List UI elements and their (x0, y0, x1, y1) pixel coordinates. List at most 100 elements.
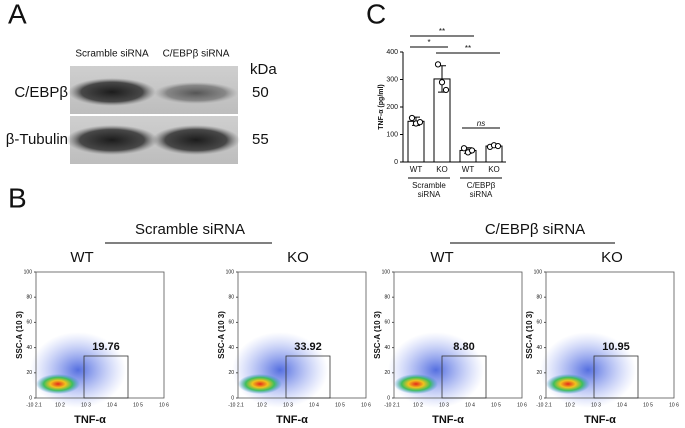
y-tick-label: 20 (228, 370, 234, 376)
y-tick-label: 80 (536, 295, 542, 301)
y-tick-label: 300 (386, 76, 398, 83)
significance-label: ns (477, 119, 485, 128)
x-tick-label: 10 2 (413, 402, 423, 408)
x-axis-label: TNF-α (74, 414, 106, 426)
data-point (416, 119, 424, 126)
y-tick-label: 100 (382, 269, 391, 275)
y-tick-label: 80 (26, 295, 32, 301)
plot-title: WT (70, 249, 93, 266)
y-tick-label: 80 (384, 295, 390, 301)
x-tick-label: -10 2.1 (26, 402, 42, 408)
x-tick-label: 10 4 (617, 402, 627, 408)
y-tick-label: 100 (386, 131, 398, 138)
y-tick-label: 40 (384, 345, 390, 351)
x-tick-label: -10 2.1 (228, 402, 244, 408)
band (152, 125, 240, 155)
x-tick-label: KO (488, 165, 500, 174)
x-tick-label: 10 4 (309, 402, 319, 408)
data-point (434, 61, 442, 68)
panel-label: A (8, 0, 27, 29)
y-axis-label: SSC-A (10 3) (373, 311, 382, 359)
y-tick-label: 200 (386, 104, 398, 111)
row-label: C/EBPβ (14, 84, 68, 101)
data-point (494, 142, 502, 150)
x-tick-label: 10 2 (257, 402, 267, 408)
band (66, 125, 158, 155)
y-tick-label: 100 (226, 269, 235, 275)
y-tick-label: 400 (386, 49, 398, 56)
x-tick-label: 10 5 (133, 402, 143, 408)
x-axis-label: TNF-α (432, 414, 464, 426)
x-tick-label: 10 3 (439, 402, 449, 408)
y-tick-label: 80 (228, 295, 234, 301)
lane-label: C/EBPβ siRNA (163, 49, 230, 60)
y-axis-label: SSC-A (10 3) (217, 311, 226, 359)
significance-label: ** (439, 27, 445, 36)
x-tick-label: 10 6 (159, 402, 169, 408)
y-tick-label: 0 (387, 395, 390, 401)
y-tick-label: 0 (29, 395, 32, 401)
plot-title: KO (287, 249, 309, 266)
x-tick-label: WT (462, 165, 475, 174)
x-axis-label: TNF-α (276, 414, 308, 426)
data-point (408, 114, 416, 122)
group-label: siRNA (470, 190, 493, 199)
x-tick-label: 10 2 (565, 402, 575, 408)
band (154, 82, 238, 104)
significance-label: * (427, 38, 430, 47)
band (68, 78, 156, 106)
data-point (438, 79, 446, 86)
plot-title: WT (430, 249, 453, 266)
y-tick-label: 40 (536, 345, 542, 351)
x-tick-label: 10 4 (465, 402, 475, 408)
y-tick-label: 0 (231, 395, 234, 401)
y-tick-label: 20 (26, 370, 32, 376)
x-tick-label: 10 5 (643, 402, 653, 408)
gate (285, 355, 331, 399)
data-point (442, 86, 450, 94)
group-header: C/EBPβ siRNA (485, 221, 585, 238)
gate (441, 355, 487, 399)
density (238, 374, 282, 394)
kda-label: kDa (250, 61, 277, 78)
panel-label: B (8, 182, 27, 213)
kda-value: 50 (252, 84, 269, 101)
data-point (460, 145, 468, 152)
x-tick-label: 10 3 (283, 402, 293, 408)
group-label: siRNA (418, 190, 441, 199)
gate-label: 19.76 (92, 341, 120, 353)
density (546, 374, 590, 394)
gate-label: 10.95 (602, 341, 630, 353)
y-tick-label: 60 (26, 320, 32, 326)
y-tick-label: 100 (534, 269, 543, 275)
lane-label: Scramble siRNA (75, 49, 149, 60)
x-tick-label: 10 6 (517, 402, 527, 408)
y-axis-label: TNF-α (pg/ml) (378, 84, 385, 130)
gate-label: 8.80 (453, 341, 474, 353)
x-tick-label: 10 6 (669, 402, 679, 408)
density (36, 374, 80, 394)
y-tick-label: 60 (536, 320, 542, 326)
y-tick-label: 0 (539, 395, 542, 401)
y-tick-label: 100 (24, 269, 33, 275)
y-tick-label: 60 (228, 320, 234, 326)
row-label: β-Tubulin (6, 131, 68, 148)
y-tick-label: 60 (384, 320, 390, 326)
y-axis-label: SSC-A (10 3) (15, 311, 24, 359)
density (394, 374, 438, 394)
gate (593, 355, 639, 399)
x-tick-label: WT (410, 165, 423, 174)
y-tick-label: 40 (26, 345, 32, 351)
y-tick-label: 20 (384, 370, 390, 376)
gate-label: 33.92 (294, 341, 322, 353)
x-tick-label: 10 2 (55, 402, 65, 408)
x-tick-label: 10 6 (361, 402, 371, 408)
x-tick-label: 10 5 (335, 402, 345, 408)
x-tick-label: KO (436, 165, 448, 174)
panel-label: C (366, 0, 386, 29)
x-axis-label: TNF-α (584, 414, 616, 426)
x-tick-label: 10 3 (591, 402, 601, 408)
plot-title: KO (601, 249, 623, 266)
blot (66, 66, 240, 164)
